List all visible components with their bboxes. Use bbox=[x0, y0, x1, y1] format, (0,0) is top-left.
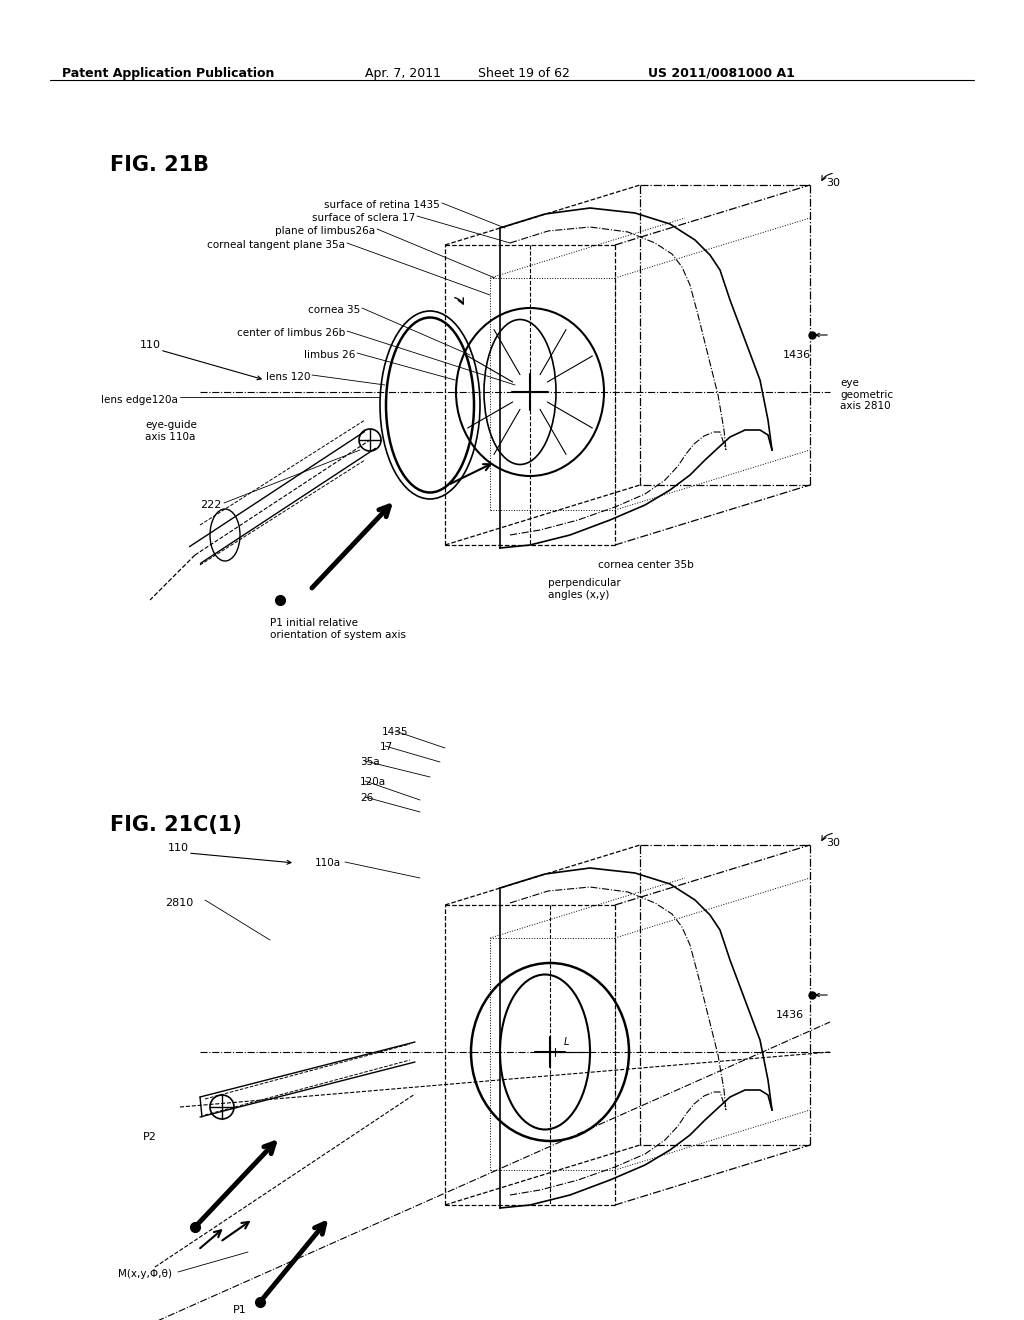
Text: 110a: 110a bbox=[315, 858, 341, 869]
Text: perpendicular
angles (x,y): perpendicular angles (x,y) bbox=[548, 578, 621, 599]
Text: cornea center 35b: cornea center 35b bbox=[598, 560, 693, 570]
Text: Patent Application Publication: Patent Application Publication bbox=[62, 67, 274, 81]
Text: 30: 30 bbox=[826, 838, 840, 847]
Text: limbus 26: limbus 26 bbox=[304, 350, 355, 360]
Text: P2: P2 bbox=[143, 1133, 157, 1142]
Text: plane of limbus26a: plane of limbus26a bbox=[274, 226, 375, 236]
Text: Sheet 19 of 62: Sheet 19 of 62 bbox=[470, 67, 570, 81]
Text: eye
geometric
axis 2810: eye geometric axis 2810 bbox=[840, 378, 893, 412]
Text: lens edge120a: lens edge120a bbox=[101, 395, 178, 405]
Text: L: L bbox=[564, 1038, 569, 1047]
Text: 26: 26 bbox=[360, 793, 374, 803]
Text: surface of sclera 17: surface of sclera 17 bbox=[311, 213, 415, 223]
Text: surface of retina 1435: surface of retina 1435 bbox=[325, 201, 440, 210]
Text: FIG. 21C(1): FIG. 21C(1) bbox=[110, 814, 242, 836]
Text: 2810: 2810 bbox=[165, 898, 194, 908]
Text: Apr. 7, 2011: Apr. 7, 2011 bbox=[365, 67, 441, 81]
Text: center of limbus 26b: center of limbus 26b bbox=[237, 327, 345, 338]
Text: FIG. 21B: FIG. 21B bbox=[110, 154, 209, 176]
Text: 120a: 120a bbox=[360, 777, 386, 787]
Text: M(x,y,Φ,θ): M(x,y,Φ,θ) bbox=[118, 1269, 172, 1279]
Text: 110: 110 bbox=[140, 341, 161, 350]
Text: 1436: 1436 bbox=[776, 1010, 804, 1020]
Text: 1435: 1435 bbox=[382, 727, 409, 737]
Text: lens 120: lens 120 bbox=[265, 372, 310, 381]
Text: P1 initial relative
orientation of system axis: P1 initial relative orientation of syste… bbox=[270, 618, 406, 640]
Text: 35a: 35a bbox=[360, 756, 380, 767]
Text: P1: P1 bbox=[233, 1305, 247, 1315]
Text: 1436: 1436 bbox=[783, 350, 811, 360]
Text: 222: 222 bbox=[200, 500, 221, 510]
Text: 110: 110 bbox=[168, 843, 189, 853]
Text: 30: 30 bbox=[826, 178, 840, 187]
Text: corneal tangent plane 35a: corneal tangent plane 35a bbox=[207, 240, 345, 249]
Text: eye-guide
axis 110a: eye-guide axis 110a bbox=[145, 420, 197, 442]
Text: US 2011/0081000 A1: US 2011/0081000 A1 bbox=[648, 67, 795, 81]
Text: 17: 17 bbox=[380, 742, 393, 752]
Text: cornea 35: cornea 35 bbox=[308, 305, 360, 315]
